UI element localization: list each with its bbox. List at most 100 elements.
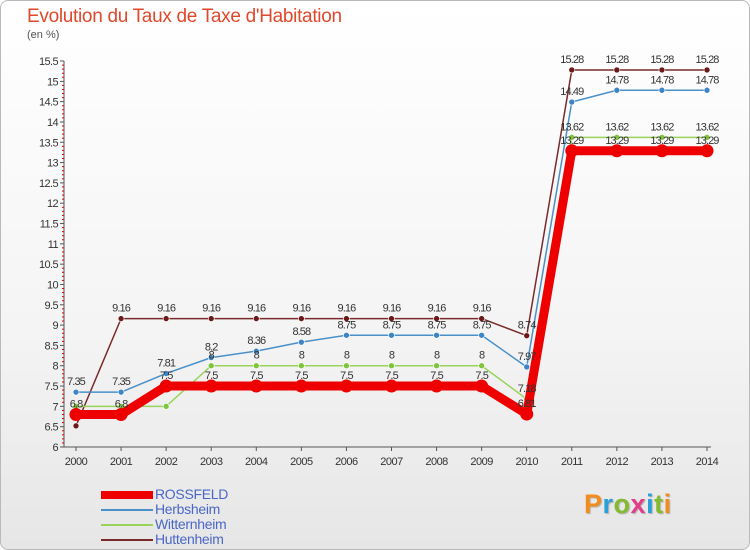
y-tick-label: 14	[47, 117, 59, 129]
y-tick-label: 14.5	[39, 97, 58, 109]
data-label-witternheim: 8	[434, 350, 440, 362]
data-label-rossfeld: 6.8	[70, 398, 83, 410]
data-label-huttenheim: 9.16	[202, 303, 221, 315]
data-label-witternheim: 7.18	[518, 383, 537, 395]
y-tick-label: 7.5	[45, 381, 59, 393]
data-label-huttenheim: 9.16	[383, 303, 402, 315]
data-point-herbsheim	[703, 86, 711, 94]
data-point-herbsheim	[298, 338, 305, 346]
data-point-rossfeld	[249, 379, 263, 393]
data-point-huttenheim	[72, 422, 80, 430]
data-label-huttenheim: 9.16	[157, 303, 176, 315]
x-tick-label: 2014	[696, 456, 719, 468]
y-tick-label: 9.5	[45, 300, 59, 312]
y-tick-label: 13	[47, 158, 59, 170]
data-point-huttenheim	[523, 332, 531, 339]
data-point-rossfeld	[475, 379, 489, 393]
x-tick-label: 2006	[335, 456, 358, 468]
data-label-rossfeld: 13.29	[695, 135, 719, 147]
data-point-rossfeld	[430, 379, 444, 393]
data-label-herbsheim: 8.75	[338, 319, 357, 331]
data-point-herbsheim	[207, 354, 215, 361]
data-label-huttenheim: 15.28	[560, 54, 584, 66]
x-tick-label: 2003	[200, 456, 223, 468]
data-point-rossfeld	[69, 407, 83, 421]
data-label-herbsheim: 14.49	[560, 86, 584, 98]
x-tick-label: 2005	[290, 456, 313, 468]
data-label-herbsheim: 8.75	[473, 319, 492, 331]
legend-label-huttenheim: Huttenheim	[155, 531, 224, 547]
data-label-herbsheim: 14.78	[650, 74, 674, 86]
data-point-rossfeld	[204, 379, 218, 393]
data-point-huttenheim	[478, 315, 485, 322]
y-tick-label: 8	[52, 361, 58, 373]
data-label-rossfeld: 7.5	[340, 370, 353, 382]
data-label-rossfeld: 7.5	[160, 370, 173, 382]
y-tick-label: 6	[52, 442, 58, 454]
legend: ROSSFELD Herbsheim Witternheim Huttenheim	[101, 487, 228, 547]
data-point-herbsheim	[478, 331, 485, 339]
data-point-witternheim	[207, 362, 215, 370]
data-point-herbsheim	[568, 98, 576, 106]
data-label-witternheim: 8	[344, 350, 350, 362]
data-point-herbsheim	[613, 86, 621, 94]
x-tick-label: 2011	[561, 456, 583, 468]
data-label-rossfeld: 13.29	[605, 135, 629, 147]
data-label-witternheim: 8	[299, 350, 305, 362]
x-tick-label: 2001	[110, 456, 133, 468]
data-label-herbsheim: 8.75	[428, 319, 447, 331]
data-point-witternheim	[613, 134, 621, 141]
data-label-herbsheim: 7.81	[157, 357, 176, 369]
x-tick-label: 2000	[65, 456, 88, 468]
x-tick-label: 2013	[651, 456, 674, 468]
x-tick-label: 2002	[155, 456, 178, 468]
data-label-huttenheim: 9.16	[428, 303, 447, 315]
data-point-huttenheim	[252, 315, 260, 322]
y-tick-label: 15	[47, 76, 59, 88]
logo-letter: P	[584, 489, 603, 519]
data-label-huttenheim: 9.16	[473, 303, 492, 315]
data-label-witternheim: 8	[209, 350, 215, 362]
data-label-witternheim: 13.62	[605, 121, 629, 133]
data-point-witternheim	[703, 134, 711, 141]
logo-letter: o	[613, 489, 631, 519]
data-label-witternheim: 8	[254, 350, 260, 362]
data-label-rossfeld: 7.5	[475, 370, 488, 382]
data-point-witternheim	[252, 362, 260, 370]
data-point-herbsheim	[72, 388, 80, 396]
proxiti-logo: Proxiti	[584, 489, 672, 520]
data-label-witternheim: 13.62	[560, 121, 584, 133]
data-point-herbsheim	[117, 388, 125, 396]
data-point-rossfeld	[339, 379, 353, 393]
data-label-rossfeld: 7.5	[430, 370, 443, 382]
y-tick-label: 7	[52, 401, 58, 413]
data-label-huttenheim: 15.28	[650, 54, 674, 66]
data-point-huttenheim	[613, 66, 621, 74]
data-point-herbsheim	[433, 331, 440, 339]
data-point-huttenheim	[298, 315, 305, 322]
data-label-herbsheim: 7.35	[112, 376, 131, 388]
data-point-herbsheim	[252, 347, 260, 355]
data-label-huttenheim: 9.16	[338, 303, 357, 315]
legend-item-huttenheim: Huttenheim	[101, 532, 228, 547]
data-point-rossfeld	[655, 144, 669, 158]
data-label-rossfeld: 7.5	[250, 370, 263, 382]
data-point-herbsheim	[658, 86, 666, 94]
x-tick-label: 2012	[606, 456, 629, 468]
data-point-herbsheim	[162, 370, 170, 377]
data-label-herbsheim: 8.58	[292, 326, 311, 338]
legend-swatch-herbsheim	[101, 508, 153, 511]
x-tick-label: 2009	[470, 456, 493, 468]
y-tick-label: 8.5	[45, 340, 59, 352]
data-point-witternheim	[478, 362, 485, 370]
data-point-rossfeld	[610, 144, 624, 158]
data-point-witternheim	[162, 403, 170, 410]
chart-title: Evolution du Taux de Taxe d'Habitation	[27, 6, 342, 27]
data-point-herbsheim	[388, 331, 395, 339]
data-label-rossfeld: 7.5	[205, 370, 218, 382]
data-point-rossfeld	[520, 407, 534, 421]
data-point-rossfeld	[565, 144, 579, 158]
data-label-huttenheim: 9.16	[112, 303, 131, 315]
data-label-witternheim: 8	[389, 350, 395, 362]
